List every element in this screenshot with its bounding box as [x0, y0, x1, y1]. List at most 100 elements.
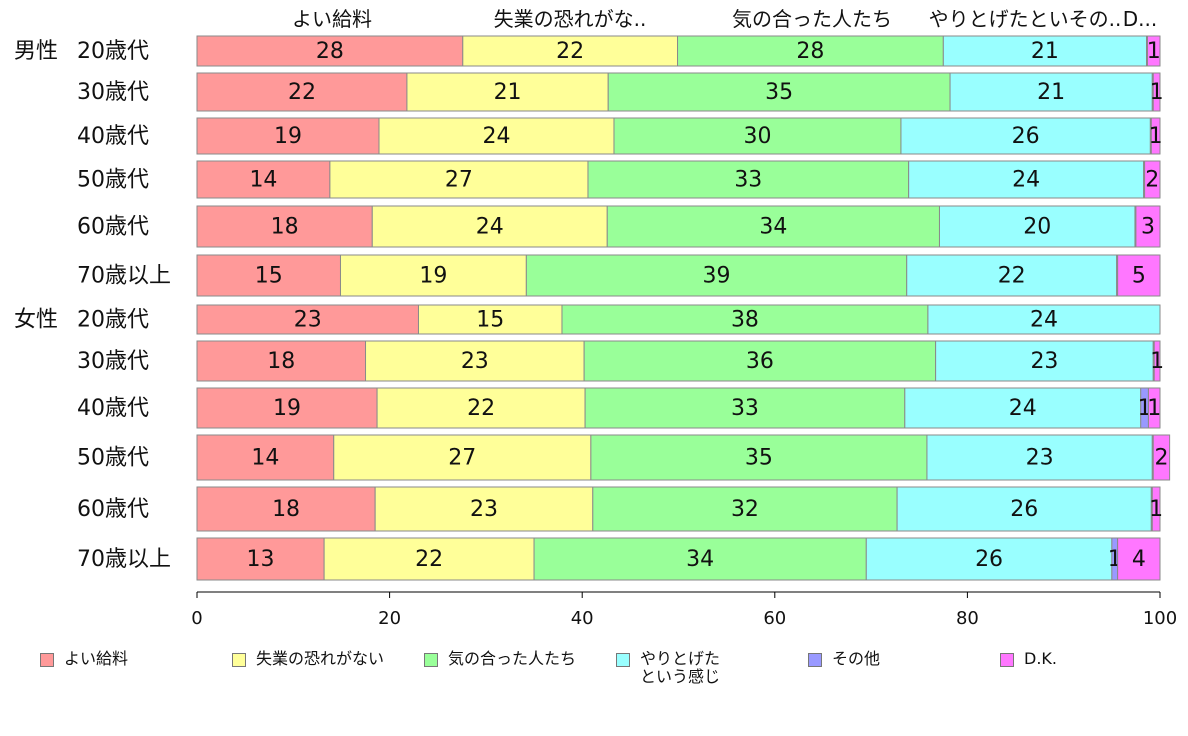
bar-segment [938, 205, 1136, 248]
category-label: 20歳代 [77, 39, 149, 64]
data-label: 3 [1141, 215, 1155, 240]
data-label: 4 [1132, 547, 1146, 572]
bar-segment [677, 35, 944, 67]
legend-item: よい給料 [40, 640, 128, 668]
data-label: 34 [686, 547, 714, 572]
legend-swatch [616, 653, 630, 667]
data-label: 18 [267, 349, 295, 374]
bar-segment [339, 254, 527, 297]
group-label: 男性 [14, 39, 58, 64]
bar-segment [1151, 486, 1161, 532]
bar-segment [606, 205, 940, 248]
bar-segment [926, 434, 1153, 481]
data-label: 21 [1037, 80, 1065, 105]
data-label: 23 [461, 349, 489, 374]
data-label: 23 [470, 497, 498, 522]
data-label: 30 [743, 124, 771, 149]
bar-segment [525, 254, 908, 297]
bar-segment [1152, 434, 1171, 481]
category-label: 50歳代 [77, 446, 149, 471]
data-label: 1 [1147, 396, 1161, 421]
x-tick-label: 20 [378, 608, 401, 629]
data-label: 22 [467, 396, 495, 421]
data-label: 24 [1030, 308, 1058, 333]
legend-label: 気の合った人たち [448, 649, 577, 668]
bar-segment [1146, 35, 1161, 67]
legend-label: よい給料 [64, 649, 129, 668]
data-label: 38 [731, 308, 759, 333]
data-label: 23 [1030, 349, 1058, 374]
data-label: 26 [1010, 497, 1038, 522]
data-label: 5 [1132, 264, 1146, 289]
bar-segment [900, 117, 1151, 155]
data-label: 1 [1147, 39, 1161, 64]
legend-swatch [424, 653, 438, 667]
data-label: 26 [1012, 124, 1040, 149]
x-tick-label: 40 [571, 608, 594, 629]
bar-segment [196, 205, 373, 248]
stacked-bar-chart: よい給料 失業の恐れがな.. 気の合った人たち やりとげたといその.. D...男性 20… [14, 7, 1177, 629]
data-label: 27 [445, 168, 473, 193]
category-label: 70歳以上 [77, 547, 171, 572]
legend-item: その他 [808, 640, 880, 668]
data-label: 26 [975, 547, 1003, 572]
bar-segment [590, 434, 928, 481]
bar-segment [613, 117, 902, 155]
legend-item: 失業の恐れがない [232, 640, 384, 668]
legend-item: やりとげた という感じ [616, 640, 720, 686]
bar-segment [196, 340, 367, 382]
data-label: 19 [274, 124, 302, 149]
bar-segment [607, 72, 951, 112]
bar-segment [1150, 117, 1161, 155]
data-label: 18 [271, 215, 299, 240]
bar-segment [333, 434, 592, 481]
category-label: 20歳代 [77, 308, 149, 333]
bar-segment [1117, 254, 1161, 297]
data-label: 35 [765, 80, 793, 105]
legend-label: D.K. [1024, 649, 1057, 668]
data-label: 39 [703, 264, 731, 289]
data-label: 1 [1149, 497, 1163, 522]
bar-segment [417, 304, 563, 335]
bar-segment [1135, 205, 1161, 248]
data-label: 24 [476, 215, 504, 240]
data-label: 22 [415, 547, 443, 572]
data-label: 22 [556, 39, 584, 64]
bar-segment [1147, 387, 1161, 429]
bar-segment [1117, 537, 1161, 581]
bar-segment [587, 160, 910, 199]
bar-segment [949, 72, 1153, 112]
legend-label: やりとげた という感じ [640, 649, 721, 686]
bar-segment [927, 304, 1161, 335]
bar-segment [1153, 340, 1161, 382]
data-label: 28 [796, 39, 824, 64]
x-tick-label: 100 [1143, 608, 1177, 629]
bar-segment [896, 486, 1152, 532]
bar-segment [329, 160, 589, 199]
bar-segment [196, 117, 380, 155]
data-label: 20 [1023, 215, 1051, 240]
x-tick-label: 80 [956, 608, 979, 629]
data-label: 21 [494, 80, 522, 105]
data-label: 28 [316, 39, 344, 64]
top-series-label: やりとげたといその.. [929, 7, 1122, 31]
data-label: 14 [251, 446, 279, 471]
data-label: 24 [1009, 396, 1037, 421]
data-label: 2 [1145, 168, 1159, 193]
bar-segment [406, 72, 609, 112]
legend-swatch [808, 653, 822, 667]
data-label: 15 [476, 308, 504, 333]
data-label: 15 [255, 264, 283, 289]
legend-swatch [1000, 653, 1014, 667]
bar-segment [196, 537, 325, 581]
bar-segment [196, 160, 331, 199]
bar-segment [533, 537, 867, 581]
data-label: 1 [1150, 349, 1164, 374]
bar-segment [196, 254, 341, 297]
data-label: 33 [734, 168, 762, 193]
category-label: 40歳代 [77, 396, 149, 421]
legend-item: D.K. [1000, 640, 1057, 668]
data-label: 23 [1026, 446, 1054, 471]
data-label: 22 [288, 80, 316, 105]
data-label: 36 [746, 349, 774, 374]
